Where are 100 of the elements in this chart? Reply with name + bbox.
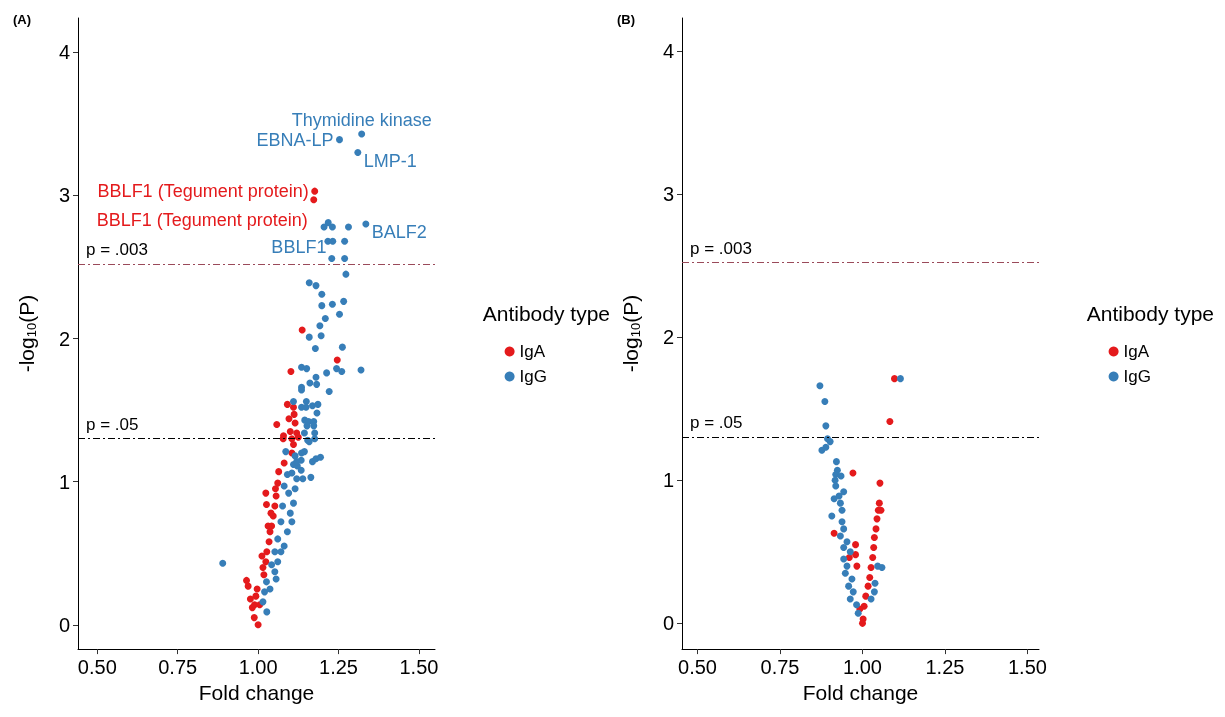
point — [852, 541, 860, 549]
x-tick-label: 1.50 — [1007, 656, 1047, 679]
y-tick-label: 2 — [58, 327, 70, 350]
legend-title: Antibody type — [482, 302, 611, 325]
point — [259, 564, 267, 572]
annotation: BBLF1 (Tegument protein) — [96, 209, 308, 230]
point — [333, 356, 341, 364]
x-tick-label: 0.75 — [158, 656, 198, 679]
point — [836, 499, 844, 507]
point — [280, 459, 288, 467]
point — [275, 468, 283, 476]
x-tick-label: 1.00 — [238, 656, 278, 679]
y-tick-label: 3 — [662, 183, 674, 206]
ref-line-label: p = .05 — [86, 414, 139, 434]
point — [846, 548, 854, 556]
point — [846, 595, 854, 603]
annotation: BBLF1 (Tegument protein) — [97, 181, 309, 202]
point — [838, 518, 846, 526]
point — [816, 382, 824, 390]
point — [311, 187, 319, 195]
x-tick-label: 1.25 — [319, 656, 358, 679]
y-tick-label: 1 — [58, 470, 70, 493]
point — [244, 582, 252, 590]
point — [875, 499, 883, 507]
ref-line-label: p = .05 — [690, 413, 743, 433]
legend-label: IgG — [1123, 367, 1152, 386]
ref-line-label: p = .003 — [690, 238, 752, 258]
point — [828, 512, 836, 520]
y-axis-title: -log10(P) — [15, 294, 39, 373]
point — [310, 196, 318, 204]
point — [852, 551, 860, 559]
annotation: EBNA-LP — [256, 129, 334, 150]
point — [836, 532, 844, 540]
y-tick-label: 0 — [662, 612, 674, 635]
point — [841, 569, 849, 577]
point — [250, 614, 258, 622]
point — [867, 564, 875, 572]
point — [886, 418, 894, 426]
point — [870, 544, 878, 551]
x-axis-title: Fold change — [198, 681, 315, 704]
point — [263, 548, 271, 556]
y-tick-label: 0 — [58, 613, 70, 636]
x-tick-label: 0.50 — [77, 656, 117, 679]
legend-title: Antibody type — [1086, 302, 1215, 325]
point — [845, 582, 853, 590]
point — [289, 403, 297, 411]
point — [285, 415, 293, 423]
ref-line-label: p = .003 — [86, 240, 148, 260]
point — [878, 564, 886, 572]
point — [871, 579, 879, 587]
point — [290, 410, 298, 418]
y-axis-title: -log10(P) — [619, 294, 643, 373]
point — [862, 592, 870, 600]
point — [896, 375, 904, 383]
point — [832, 458, 840, 466]
point — [843, 538, 851, 546]
annotation: LMP-1 — [363, 150, 417, 171]
x-tick-label: 1.25 — [925, 656, 965, 679]
point — [271, 485, 279, 493]
chart-title: (A) — [13, 12, 32, 27]
point — [262, 489, 270, 497]
legend-label: IgA — [519, 342, 546, 361]
point — [866, 574, 874, 582]
point — [289, 440, 297, 448]
annotation: Thymidine kinase — [291, 109, 432, 130]
point — [294, 433, 302, 441]
x-tick-label: 1.00 — [843, 656, 882, 679]
point — [246, 595, 254, 603]
point — [265, 538, 273, 546]
point — [283, 400, 291, 408]
point — [262, 558, 270, 566]
chart-title: (B) — [617, 12, 636, 27]
point — [818, 446, 826, 454]
x-axis-title: Fold change — [802, 681, 919, 704]
point — [870, 588, 878, 596]
point — [853, 562, 861, 570]
y-tick-label: 1 — [662, 469, 674, 492]
point — [832, 482, 840, 490]
point — [854, 609, 862, 617]
point — [822, 422, 830, 430]
x-tick-label: 0.50 — [678, 656, 717, 679]
point — [254, 621, 262, 629]
point — [821, 398, 829, 406]
point — [298, 326, 306, 334]
point — [840, 544, 848, 551]
legend-label: IgA — [1123, 342, 1150, 361]
point — [830, 529, 838, 537]
point — [838, 506, 846, 514]
point — [840, 555, 848, 563]
point — [853, 601, 861, 609]
legend-label: IgG — [519, 367, 548, 386]
annotation: BBLF1 — [271, 236, 327, 257]
point — [260, 571, 268, 579]
x-tick-label: 0.75 — [760, 656, 800, 679]
annotation: BALF2 — [371, 222, 427, 243]
point — [864, 582, 872, 590]
point — [274, 479, 282, 487]
point — [849, 588, 857, 596]
point — [869, 554, 877, 562]
y-tick-label: 3 — [58, 184, 70, 207]
